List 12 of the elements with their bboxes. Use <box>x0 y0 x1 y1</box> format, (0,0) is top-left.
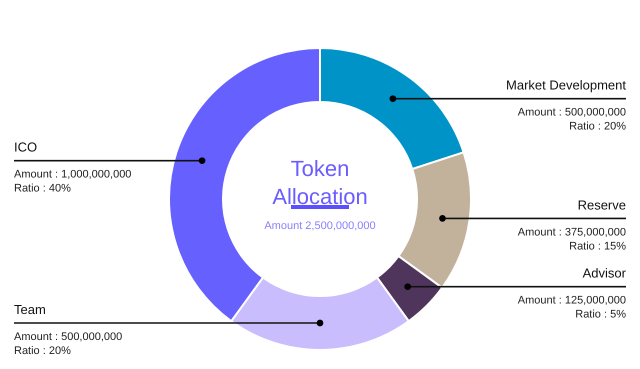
data-label: Amount : 1,000,000,000 Ratio : 40% <box>14 168 132 195</box>
text: Amount 2,500,000,000 <box>264 220 376 232</box>
slice-label: Market Development <box>506 78 626 93</box>
data-label: Amount : 375,000,000 Ratio : 15% <box>518 226 626 252</box>
data-label: Amount : 125,000,000 Ratio : 5% <box>518 294 626 321</box>
text: Token Allocation <box>272 156 368 209</box>
slice-label: Advisor <box>582 266 627 281</box>
data-label: Amount : 500,000,000 Ratio : 20% <box>14 331 122 357</box>
slice-label: Reserve <box>578 197 626 212</box>
slice-label: ICO <box>14 140 38 155</box>
slice-label: Team <box>14 302 46 317</box>
data-label: Amount : 500,000,000 Ratio : 20% <box>518 106 626 133</box>
